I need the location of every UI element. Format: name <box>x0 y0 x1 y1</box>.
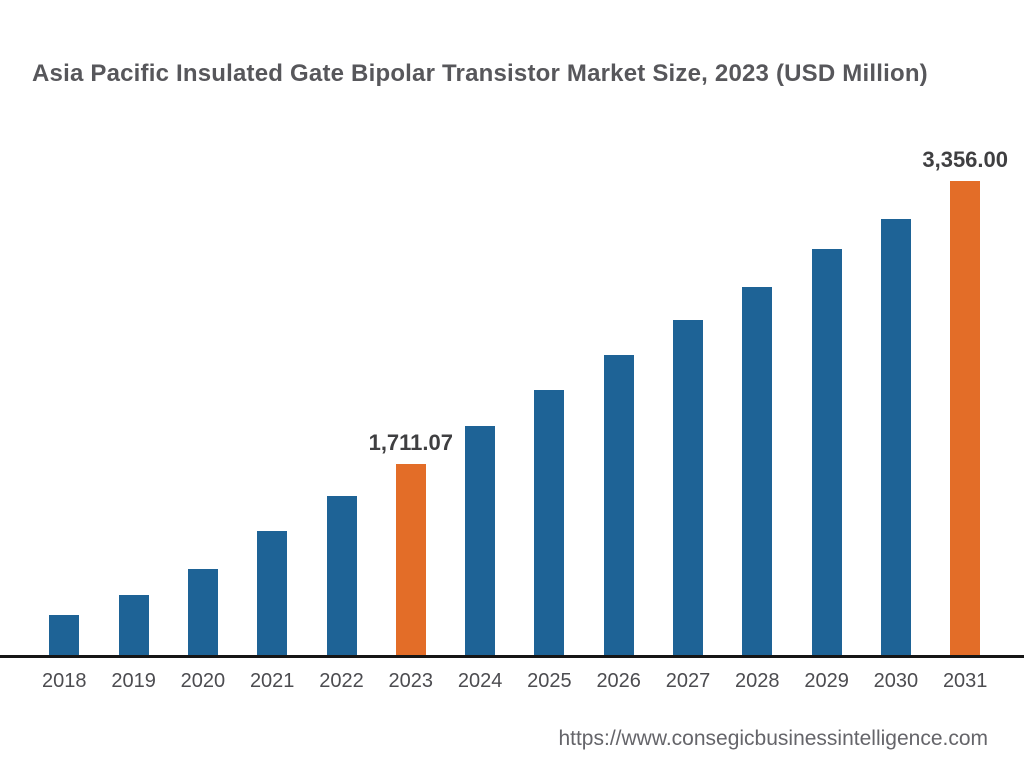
bar-2020 <box>187 569 218 655</box>
chart-title: Asia Pacific Insulated Gate Bipolar Tran… <box>32 60 928 87</box>
bar-2018 <box>49 615 80 655</box>
bar-2024 <box>465 426 496 655</box>
x-tick-2020: 2020 <box>180 670 226 692</box>
x-tick-2023: 2023 <box>388 670 434 692</box>
x-tick-2026: 2026 <box>596 670 641 692</box>
x-tick-2030: 2030 <box>873 670 919 692</box>
x-tick-2018: 2018 <box>42 670 87 692</box>
bar-2031 <box>950 181 981 655</box>
data-label-2023: 1,711.07 <box>368 430 454 455</box>
x-tick-2031: 2031 <box>942 670 988 692</box>
bar-2027 <box>673 320 703 655</box>
bar-2021 <box>257 531 288 655</box>
x-tick-2019: 2019 <box>111 670 156 692</box>
bar-2028 <box>742 287 773 655</box>
x-tick-2027: 2027 <box>665 670 711 692</box>
bar-2022 <box>326 496 357 655</box>
bar-2023 <box>395 464 426 655</box>
x-axis-line <box>0 655 1024 658</box>
x-tick-2024: 2024 <box>457 670 503 692</box>
source-url-text: https://www.consegicbusinessintelligence… <box>558 727 988 750</box>
bar-2029 <box>811 249 842 655</box>
bar-2019 <box>118 595 149 655</box>
x-tick-2021: 2021 <box>249 670 295 692</box>
x-tick-2028: 2028 <box>735 670 780 692</box>
bar-2026 <box>603 355 634 655</box>
x-tick-2025: 2025 <box>527 670 572 692</box>
bar-2025 <box>534 390 565 655</box>
x-tick-2022: 2022 <box>319 670 364 692</box>
data-label-2031: 3,356.00 <box>922 147 1008 172</box>
bar-2030 <box>880 219 911 655</box>
x-tick-2029: 2029 <box>804 670 849 692</box>
